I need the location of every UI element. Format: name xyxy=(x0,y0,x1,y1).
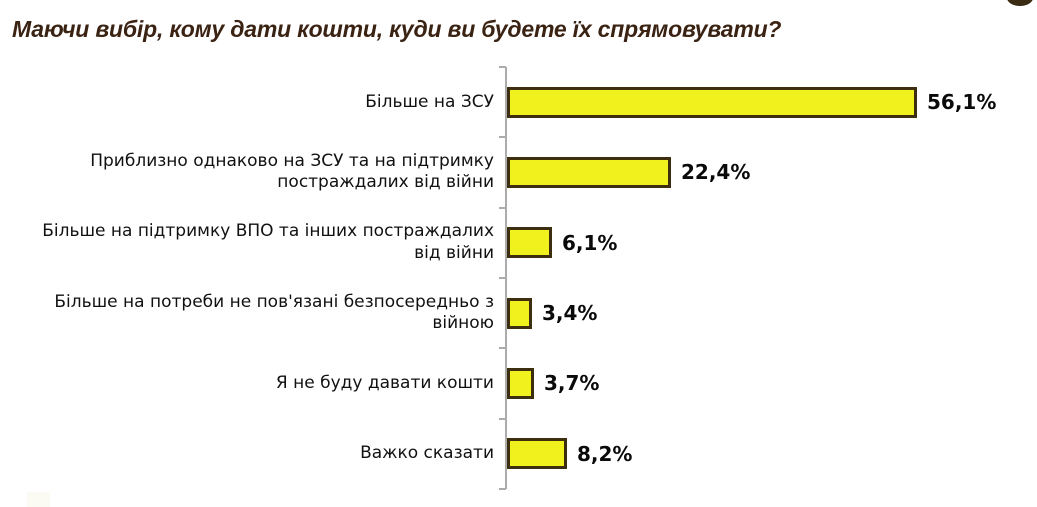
plot-area: Більше на ЗСУ 56,1% Приблизно однаково на … xyxy=(0,66,1037,490)
value-label: 22,4% xyxy=(681,160,751,185)
axis-tick xyxy=(499,276,506,279)
watermark-fragment xyxy=(27,492,50,507)
category-label: Більше на потреби не пов'язані безпосере… xyxy=(54,291,494,334)
axis-tick xyxy=(499,487,506,490)
y-axis-line xyxy=(505,67,507,489)
bar xyxy=(507,86,917,118)
bar xyxy=(507,227,552,259)
value-label: 3,4% xyxy=(542,301,598,326)
category-label: Приблизно однаково на ЗСУ та на підтримк… xyxy=(90,151,494,193)
value-label: 56,1% xyxy=(927,90,997,115)
bar xyxy=(507,156,671,188)
bar xyxy=(507,367,534,399)
bar xyxy=(507,297,532,329)
axis-tick xyxy=(499,206,506,209)
logo-fragment-icon xyxy=(1007,0,1033,6)
category-label: Більше на ЗСУ xyxy=(365,91,494,112)
bar-row: Я не буду давати кошти 3,7% xyxy=(0,348,1037,418)
value-label: 8,2% xyxy=(577,441,633,466)
bar-row: Приблизно однаково на ЗСУ та на підтримк… xyxy=(0,137,1037,207)
axis-tick xyxy=(499,347,506,350)
bar-row: Більше на підтримку ВПО та інших постраж… xyxy=(0,208,1037,278)
category-label: Більше на підтримку ВПО та інших постраж… xyxy=(42,221,494,263)
axis-tick xyxy=(499,417,506,420)
value-label: 3,7% xyxy=(544,371,600,396)
bar-row: Важко сказати 8,2% xyxy=(0,419,1037,489)
bar-row: Більше на потреби не пов'язані безпосере… xyxy=(0,278,1037,348)
axis-tick xyxy=(499,136,506,139)
bar xyxy=(507,438,567,470)
category-label: Я не буду давати кошти xyxy=(275,372,494,393)
value-label: 6,1% xyxy=(562,230,618,255)
bar-row: Більше на ЗСУ 56,1% xyxy=(0,67,1037,137)
axis-tick xyxy=(499,66,506,68)
chart-title: Маючи вибір, кому дати кошти, куди ви бу… xyxy=(12,16,782,42)
category-label: Важко сказати xyxy=(360,443,494,464)
